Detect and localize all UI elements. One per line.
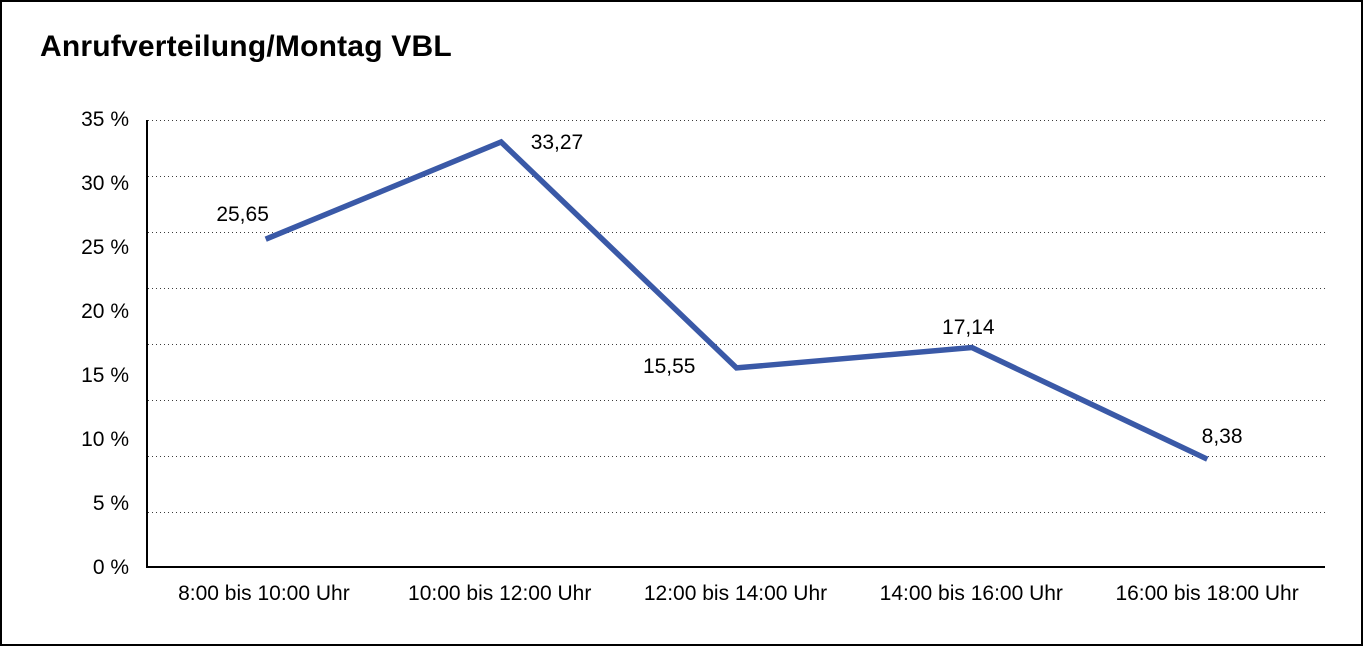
data-line [264,138,1209,462]
gridline [148,344,1325,345]
gridline [148,288,1325,289]
y-axis-label: 10 % [81,428,129,451]
x-axis-label: 8:00 bis 10:00 Uhr [178,582,350,605]
x-axis-label: 14:00 bis 16:00 Uhr [879,582,1063,605]
y-axis-label: 20 % [81,300,129,323]
gridline [148,456,1325,457]
data-point-label: 25,65 [216,202,269,226]
y-axis-label: 15 % [81,364,129,387]
gridline [148,232,1325,233]
gridline [148,176,1325,177]
gridline [148,400,1325,401]
y-axis-label: 35 % [81,108,129,131]
gridline [148,512,1325,513]
y-axis-label: 5 % [92,492,129,515]
data-point-label: 17,14 [942,315,995,339]
chart-title: Anrufverteilung/Montag VBL [40,30,452,63]
data-point-label: 15,55 [642,354,696,378]
y-axis-label: 25 % [81,236,129,259]
y-axis-label: 0 % [92,556,129,579]
x-axis-label: 16:00 bis 18:00 Uhr [1115,582,1299,605]
data-line-svg [264,138,1209,462]
gridline [148,120,1325,121]
plot-area: 25,65 33,27 15,55 17,14 8,38 [146,120,1325,568]
x-axis-label: 12:00 bis 14:00 Uhr [643,582,828,605]
x-axis-label: 10:00 bis 12:00 Uhr [408,582,592,605]
y-axis-label: 30 % [81,172,129,195]
data-point-label: 33,27 [530,131,584,155]
data-point-label: 8,38 [1201,424,1243,448]
